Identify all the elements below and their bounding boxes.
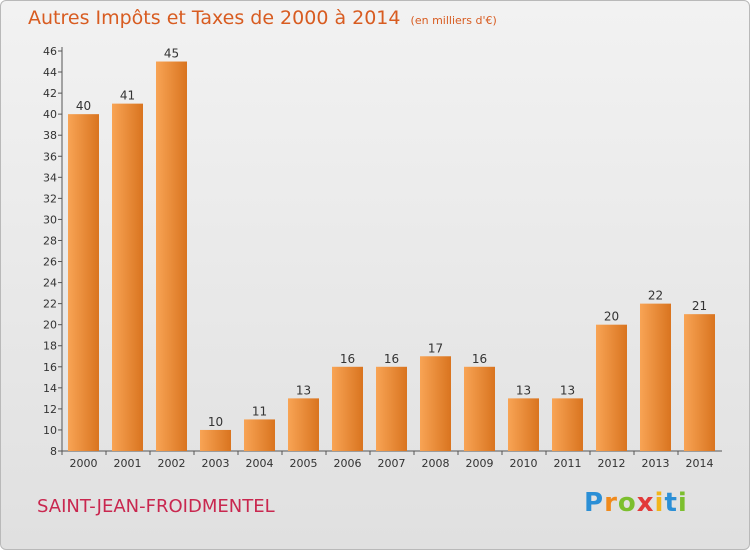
y-tick-label: 24 [43, 277, 57, 290]
data-label: 16 [384, 352, 399, 366]
bar [332, 366, 363, 451]
x-tick-label: 2012 [598, 457, 626, 470]
proxiti-logo: Proxiti [584, 488, 688, 518]
logo-letter: P [584, 488, 605, 518]
data-label: 45 [164, 47, 179, 61]
data-label: 40 [76, 99, 91, 113]
y-tick-label: 16 [43, 361, 57, 374]
bar [464, 366, 495, 451]
y-tick-label: 34 [43, 171, 57, 184]
chart-title-text: Autres Impôts et Taxes de 2000 à 2014 [28, 7, 401, 29]
x-tick-label: 2002 [158, 457, 186, 470]
bar [596, 324, 627, 451]
y-tick-label: 8 [50, 445, 57, 458]
data-label: 13 [516, 383, 531, 397]
x-tick-label: 2005 [290, 457, 318, 470]
chart-title: Autres Impôts et Taxes de 2000 à 2014 (e… [28, 7, 497, 29]
logo-letter: x [636, 488, 655, 518]
data-label: 21 [692, 299, 707, 313]
y-tick-label: 18 [43, 340, 57, 353]
logo-letter: t [664, 488, 678, 518]
data-label: 13 [296, 383, 311, 397]
y-tick-label: 10 [43, 424, 57, 437]
y-tick-label: 40 [43, 108, 57, 121]
logo-letter: r [604, 488, 618, 518]
logo-letter: i [654, 488, 665, 518]
y-tick-label: 38 [43, 129, 57, 142]
bars-group: 40 41 45 10 11 13 16 16 17 16 13 13 20 22 21 [68, 47, 715, 452]
x-tick-label: 2006 [334, 457, 362, 470]
y-tick-label: 44 [43, 66, 57, 79]
y-tick-label: 32 [43, 192, 57, 205]
bar [684, 314, 715, 451]
bar [552, 398, 583, 451]
logo-letter: o [617, 488, 637, 518]
y-tick-label: 30 [43, 213, 57, 226]
x-tick-label: 2003 [202, 457, 230, 470]
bar [640, 303, 671, 451]
logo-letter: i [677, 488, 688, 518]
x-tick-label: 2004 [246, 457, 274, 470]
y-tick-label: 20 [43, 319, 57, 332]
chart-subtitle: (en milliers d'€) [410, 14, 497, 27]
bar [420, 356, 451, 451]
data-label: 10 [208, 415, 223, 429]
commune-name: SAINT-JEAN-FROIDMENTEL [37, 496, 275, 517]
data-label: 13 [560, 383, 575, 397]
x-tick-label: 2008 [422, 457, 450, 470]
x-tick-label: 2007 [378, 457, 406, 470]
data-label: 20 [604, 310, 619, 324]
x-tick-label: 2009 [466, 457, 494, 470]
data-label: 16 [472, 352, 487, 366]
bar [376, 366, 407, 451]
x-tick-label: 2013 [642, 457, 670, 470]
bar [112, 103, 143, 451]
y-tick-label: 26 [43, 256, 57, 269]
x-tick-label: 2010 [510, 457, 538, 470]
x-tick-label: 2001 [114, 457, 142, 470]
y-tick-label: 22 [43, 298, 57, 311]
y-tick-label: 46 [43, 45, 57, 58]
data-label: 16 [340, 352, 355, 366]
bar [244, 419, 275, 451]
y-tick-label: 14 [43, 382, 57, 395]
data-label: 22 [648, 289, 663, 303]
y-tick-label: 42 [43, 87, 57, 100]
bar [508, 398, 539, 451]
data-label: 11 [252, 404, 267, 418]
x-tick-label: 2014 [686, 457, 714, 470]
y-tick-label: 28 [43, 234, 57, 247]
y-tick-label: 36 [43, 150, 57, 163]
bar [288, 398, 319, 451]
data-label: 41 [120, 89, 135, 103]
x-tick-label: 2011 [554, 457, 582, 470]
data-label: 17 [428, 341, 443, 355]
y-tick-label: 12 [43, 403, 57, 416]
bar [200, 429, 231, 451]
x-tick-label: 2000 [70, 457, 98, 470]
bar [68, 114, 99, 451]
bar [156, 61, 187, 452]
